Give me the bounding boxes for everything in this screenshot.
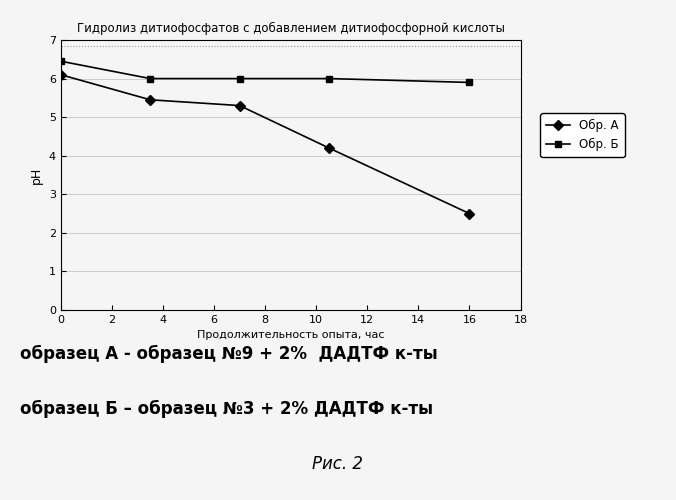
- Y-axis label: pH: pH: [30, 166, 43, 184]
- Обр. А: [325, 145, 333, 151]
- Text: образец Б – образец №3 + 2% ДАДТФ к-ты: образец Б – образец №3 + 2% ДАДТФ к-ты: [20, 400, 433, 418]
- Title: Гидролиз дитиофосфатов с добавлением дитиофосфорной кислоты: Гидролиз дитиофосфатов с добавлением дит…: [77, 22, 504, 35]
- Обр. А: [235, 102, 243, 108]
- Обр. Б: [235, 76, 243, 82]
- Обр. А: [465, 210, 473, 216]
- Обр. Б: [146, 76, 154, 82]
- Обр. Б: [325, 76, 333, 82]
- Text: Рис. 2: Рис. 2: [312, 455, 364, 473]
- X-axis label: Продолжительность опыта, час: Продолжительность опыта, час: [197, 330, 385, 340]
- Text: образец А - образец №9 + 2%  ДАДТФ к-ты: образец А - образец №9 + 2% ДАДТФ к-ты: [20, 345, 438, 363]
- Line: Обр. А: Обр. А: [57, 71, 473, 217]
- Обр. А: [146, 97, 154, 103]
- Обр. А: [57, 72, 65, 78]
- Обр. Б: [465, 80, 473, 86]
- Line: Обр. Б: Обр. Б: [57, 58, 473, 86]
- Обр. Б: [57, 58, 65, 64]
- Legend: Обр. А, Обр. Б: Обр. А, Обр. Б: [540, 114, 625, 158]
